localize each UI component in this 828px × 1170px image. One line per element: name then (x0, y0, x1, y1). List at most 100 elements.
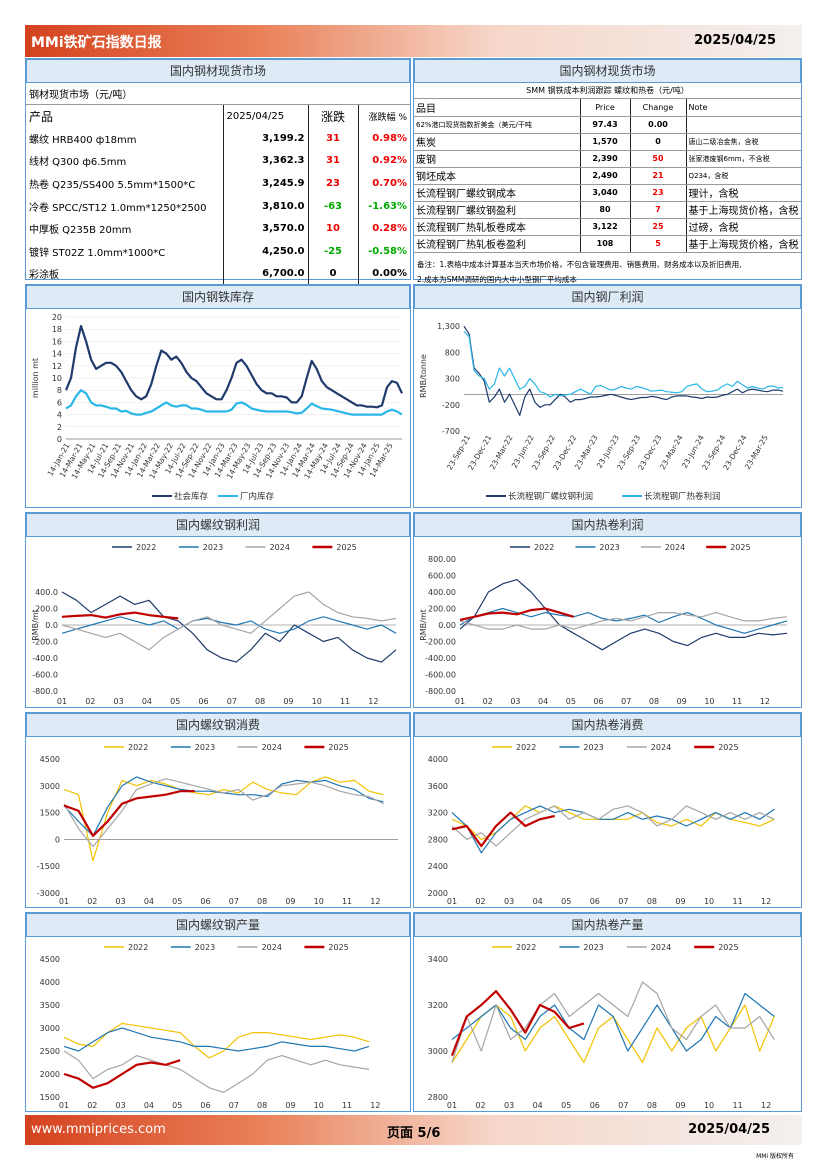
product-pct: 0.70% (372, 177, 407, 189)
item-note: 基于上海现货价格，含税 (686, 235, 801, 253)
inventory-panel: 国内钢铁库存 (25, 284, 411, 508)
series-line-2024 (451, 805, 775, 847)
panel-title: 国内钢材现货市场 (26, 59, 410, 83)
item-price: 2,490 (580, 167, 631, 185)
legend-label: 2024 (262, 743, 282, 752)
y-tick-label: 3200 (428, 809, 448, 818)
product-pct: 0.00% (372, 268, 407, 280)
right-cost-panel: 国内钢材现货市场 SMM 钢铁成本利润跟踪 螺纹和热卷（元/吨） 品目 Pric… (413, 58, 802, 284)
x-tick-label: 01 (57, 697, 67, 706)
y-tick-label: -200.00 (425, 638, 456, 647)
item-name: 焦炭 (414, 133, 581, 151)
steel-spot-table: 产品 2025/04/25 涨跌 涨跌幅 % 螺纹 HRB400 ф18mm 3… (26, 105, 410, 286)
product-pct: 0.92% (372, 155, 407, 167)
series-line-长流程钢厂螺纹钢利润 (463, 325, 784, 416)
rebar-output-chart: 1500 2000 2500 3000 3500 4000 4500 01 02 03 04 05 06… (40, 943, 381, 1110)
y-tick-label: 4000 (428, 755, 448, 764)
y-tick-label: 3400 (428, 955, 448, 964)
x-tick-label: 12 (370, 1101, 380, 1110)
x-tick-label: 10 (312, 697, 322, 706)
x-tick-label: 08 (255, 697, 265, 706)
y-tick-label: 1500 (40, 809, 60, 818)
panel-title: 国内螺纹钢产量 (26, 913, 410, 937)
item-change: 5 (630, 235, 687, 253)
series-line-2025 (63, 790, 195, 837)
col-item: 品目 (414, 99, 581, 117)
legend-label: 2023 (583, 743, 603, 752)
x-tick-label: 07 (227, 697, 237, 706)
hrc-consumption-panel: 国内热卷消费 (413, 712, 802, 908)
series-line-长流程钢厂热卷利润 (463, 331, 784, 398)
series-line-2022 (451, 1004, 775, 1064)
x-tick-label: 03 (114, 697, 124, 706)
legend-label: 长流程钢厂螺纹钢利润 (508, 491, 593, 502)
y-tick-label: 20 (52, 313, 62, 322)
item-price: 3,122 (580, 218, 631, 236)
report-date: 2025/04/25 (694, 33, 776, 48)
left-price-panel: 国内钢材现货市场 钢材现货市场（元/吨） 产品 2025/04/25 涨跌 涨跌… (25, 58, 411, 286)
y-tick-label: 16 (52, 337, 62, 346)
product-change: 10 (308, 217, 359, 240)
report-title: MMi铁矿石指数日报 (31, 35, 162, 51)
hrc-output-panel: 国内热卷产量 (413, 912, 802, 1112)
product-price: 3,810.0 (223, 194, 309, 218)
x-tick-label: 02 (85, 697, 95, 706)
legend-label: 2022 (516, 943, 536, 952)
x-tick-label: 09 (283, 697, 293, 706)
table-row: 焦炭 1,570 0 唐山二级冶金焦，含税 (414, 133, 801, 151)
col-change: 涨跌 (308, 105, 359, 127)
y-tick-label: 200.00 (428, 605, 456, 614)
y-tick-label: 2 (57, 423, 62, 432)
item-name: 长流程钢厂热轧板卷成本 (414, 218, 581, 236)
product-pct: -0.58% (368, 245, 407, 257)
x-tick-label: 05 (561, 897, 571, 906)
series-line-2022 (61, 591, 397, 663)
website-link[interactable]: www.mmiprices.com (31, 1122, 166, 1137)
panel-title: 国内钢铁库存 (26, 285, 410, 309)
legend-label: 2025 (336, 543, 356, 552)
y-tick-label: 3500 (40, 1001, 60, 1010)
legend-label: 2022 (128, 943, 148, 952)
table-row: 62%港口现货指数折美金（美元/干吨 97.43 0.00 (414, 116, 801, 134)
x-tick-label: 03 (116, 897, 126, 906)
product-pct: 0.98% (372, 132, 407, 144)
table-row: 镀锌 ST02Z 1.0mm*1000*C 4,250.0 -25 -0.58% (26, 239, 410, 263)
x-tick-label: 08 (647, 1101, 657, 1110)
item-name: 长流程钢厂螺纹钢盈利 (414, 201, 581, 219)
y-axis-label: RMB/mt (31, 609, 40, 641)
legend-label: 2024 (262, 943, 282, 952)
hrc-consumption-chart: 2000 2400 2800 3200 3600 4000 01 02 03 04 05 06 07 08… (428, 743, 775, 906)
y-tick-label: 4500 (40, 955, 60, 964)
item-price: 80 (580, 201, 631, 219)
product-price: 3,245.9 (223, 172, 309, 195)
x-tick-label: 10 (314, 1101, 324, 1110)
legend-label: 2024 (665, 543, 685, 552)
col-pct: 涨跌幅 % (368, 112, 407, 123)
x-tick-label: 08 (647, 897, 657, 906)
x-tick-label: 07 (229, 1101, 239, 1110)
x-tick-label: 07 (621, 697, 631, 706)
rebar-output-panel: 国内螺纹钢产量 (25, 912, 411, 1112)
panel-title: 国内热卷产量 (414, 913, 801, 937)
x-tick-label: 09 (675, 897, 685, 906)
item-price: 3,040 (580, 184, 631, 202)
y-tick-label: 600.00 (428, 572, 456, 581)
x-tick-label: 01 (447, 1101, 457, 1110)
x-tick-label: 05 (170, 697, 180, 706)
x-tick-label: 11 (342, 897, 352, 906)
table-row: 彩涂板 6,700.0 0 0.00% (26, 262, 410, 286)
x-tick-label: 04 (144, 1101, 154, 1110)
legend-label: 2025 (718, 743, 738, 752)
y-tick-label: -3000 (37, 889, 60, 898)
product-price: 3,199.2 (223, 127, 309, 150)
x-tick-label: 08 (649, 697, 659, 706)
x-tick-label: 08 (257, 897, 267, 906)
panel-subtitle: 钢材现货市场（元/吨） (26, 83, 410, 105)
x-tick-label: 05 (172, 1101, 182, 1110)
y-axis-label: RMB/mt (419, 609, 428, 641)
series-line-2022 (459, 578, 788, 651)
y-tick-label: 12 (52, 362, 62, 371)
table-row: 长流程钢厂螺纹钢成本 3,040 23 理计，含税 (414, 184, 801, 202)
y-tick-label: 1500 (40, 1093, 60, 1102)
